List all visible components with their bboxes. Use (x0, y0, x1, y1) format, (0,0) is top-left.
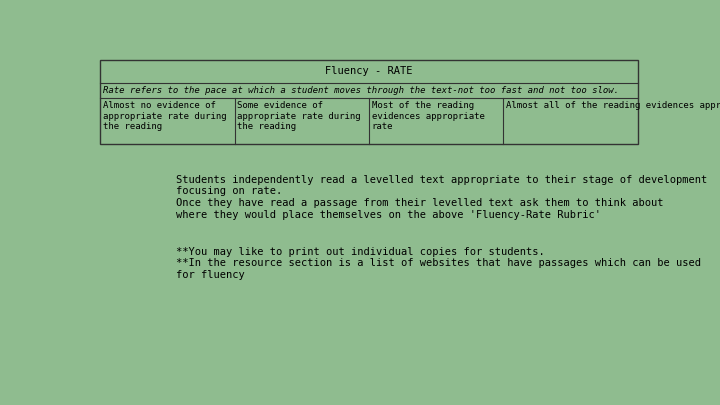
Text: Students independently read a levelled text appropriate to their stage of develo: Students independently read a levelled t… (176, 175, 708, 220)
Text: Fluency - RATE: Fluency - RATE (325, 66, 413, 76)
Text: Rate refers to the pace at which a student moves through the text-not too fast a: Rate refers to the pace at which a stude… (103, 86, 618, 95)
Text: Most of the reading
evidences appropriate
rate: Most of the reading evidences appropriat… (372, 101, 485, 131)
Text: Almost all of the reading evidences appropriate rate: Almost all of the reading evidences appr… (506, 101, 720, 111)
Text: Almost no evidence of
appropriate rate during
the reading: Almost no evidence of appropriate rate d… (103, 101, 227, 131)
FancyBboxPatch shape (100, 60, 638, 144)
Text: Some evidence of
appropriate rate during
the reading: Some evidence of appropriate rate during… (238, 101, 361, 131)
Text: **You may like to print out individual copies for students.
**In the resource se: **You may like to print out individual c… (176, 247, 701, 280)
